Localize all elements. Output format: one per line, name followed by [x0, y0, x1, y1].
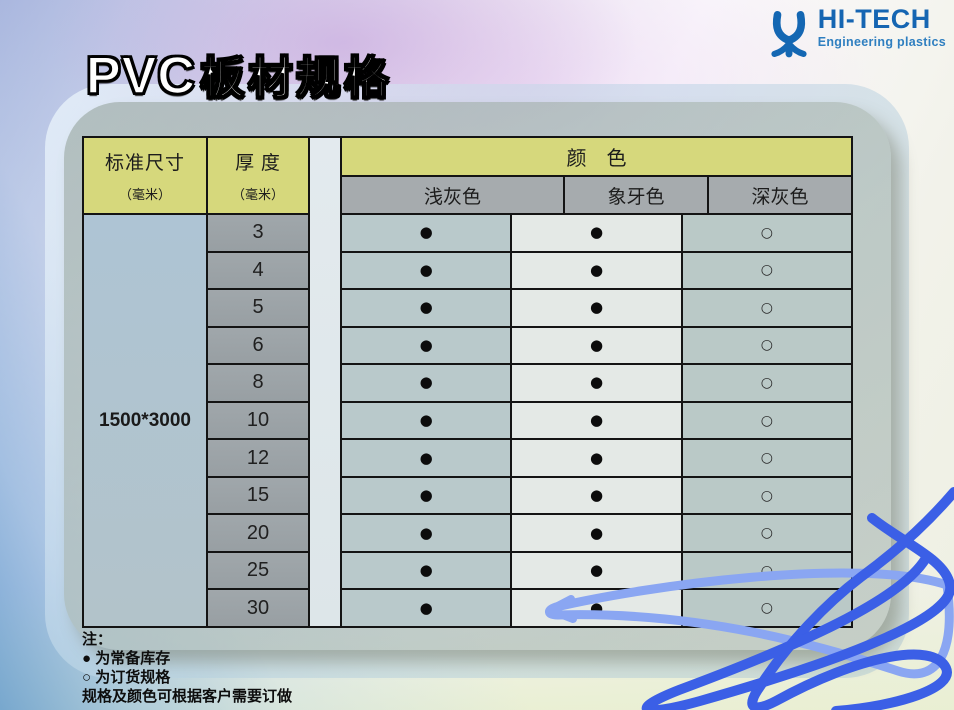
thickness-cell: 10: [208, 402, 308, 441]
table-gap-strip: [310, 138, 342, 626]
color-columns-group: 颜 色 浅灰色 象牙色 深灰色 ● ● ● ● ● ● ● ● ● ● ● ● …: [342, 138, 851, 627]
order-mark: ○: [760, 487, 773, 504]
note-line: ○ 为订货规格: [82, 669, 171, 686]
stock-mark: ●: [419, 561, 433, 580]
header-thickness-label: 厚 度: [235, 153, 281, 174]
stock-mark: ●: [419, 486, 433, 505]
stock-mark: ●: [419, 223, 433, 242]
order-mark: ○: [760, 562, 773, 579]
header-ivory: 象牙色: [565, 177, 709, 213]
thickness-cell: 8: [208, 365, 308, 403]
color-data-body: ● ● ● ● ● ● ● ● ● ● ● ● ● ● ● ● ● ● ●: [342, 215, 851, 627]
color-subheader-row: 浅灰色 象牙色 深灰色: [342, 177, 851, 215]
stock-mark: ●: [589, 561, 604, 580]
stock-mark: ●: [589, 335, 604, 354]
column-thickness: 厚 度 （毫米） 3 4 5 6 8 10 12 15 20 25 30: [208, 138, 310, 627]
stock-mark: ●: [589, 523, 604, 542]
note-line: 规格及颜色可根据客户需要订做: [82, 688, 293, 705]
order-mark: ○: [760, 337, 773, 354]
order-mark: ○: [760, 374, 773, 391]
header-standard-size-unit: （毫米）: [118, 187, 171, 202]
thickness-cell: 6: [208, 327, 308, 366]
page-title: PVC 板材规格: [85, 42, 393, 106]
stock-mark: ●: [589, 448, 604, 467]
header-thickness: 厚 度 （毫米）: [208, 138, 308, 215]
stock-mark: ●: [589, 260, 604, 279]
header-light-gray: 浅灰色: [342, 177, 565, 213]
order-mark: ○: [760, 262, 773, 279]
column-standard-size: 标准尺寸 （毫米） 1500*3000: [84, 138, 208, 626]
hitech-logo: HI-TECH Engineering plastics: [766, 6, 946, 58]
header-standard-size: 标准尺寸 （毫米）: [84, 138, 206, 215]
stock-mark: ●: [419, 335, 433, 354]
footnotes: 注： ● 为常备库存 ○ 为订货规格 规格及颜色可根据客户需要订做: [82, 630, 292, 706]
order-mark: ○: [760, 600, 773, 617]
stock-mark: ●: [589, 373, 604, 392]
thickness-cells: 3 4 5 6 8 10 12 15 20 25 30: [208, 215, 308, 627]
title-latin: PVC: [85, 46, 196, 106]
stock-mark: ●: [419, 448, 433, 467]
stock-mark: ●: [419, 298, 433, 317]
thickness-cell: 5: [208, 290, 308, 328]
thickness-cell: 3: [208, 215, 308, 253]
spec-table: 标准尺寸 （毫米） 1500*3000 厚 度 （毫米） 3 4 5 6 8 1…: [82, 136, 853, 628]
stock-mark: ●: [419, 598, 433, 617]
note-line: ● 为常备库存: [82, 650, 171, 667]
logo-name: HI-TECH: [817, 4, 931, 34]
stock-mark: ●: [419, 523, 433, 542]
stock-mark: ●: [589, 411, 604, 429]
header-dark-gray: 深灰色: [709, 177, 851, 213]
stock-mark: ●: [589, 486, 604, 505]
header-standard-size-label: 标准尺寸: [104, 153, 185, 174]
stock-mark: ●: [419, 373, 433, 392]
stock-mark: ●: [589, 598, 604, 617]
thickness-cell: 25: [208, 552, 308, 591]
stock-mark: ●: [589, 223, 604, 242]
note-line: 注：: [82, 631, 113, 648]
hitech-mark-icon: [771, 11, 807, 58]
stock-mark: ●: [419, 260, 433, 279]
order-mark: ○: [760, 224, 773, 241]
logo-text: HI-TECH Engineering plastics: [818, 6, 946, 49]
title-cjk: 板材规格: [200, 53, 393, 104]
thickness-cell: 20: [208, 515, 308, 553]
ivory-cells: ● ● ● ● ● ● ● ● ● ● ●: [512, 215, 683, 627]
dark-gray-cells: ○ ○ ○ ○ ○ ○ ○ ○ ○ ○ ○: [682, 215, 851, 627]
order-mark: ○: [760, 450, 773, 467]
header-thickness-unit: （毫米）: [231, 187, 284, 202]
header-color-group: 颜 色: [342, 138, 851, 177]
thickness-cell: 15: [208, 477, 308, 516]
stock-mark: ●: [589, 298, 604, 317]
thickness-cell: 12: [208, 440, 308, 478]
logo-tagline: Engineering plastics: [817, 35, 946, 49]
order-mark: ○: [760, 299, 773, 316]
light-gray-cells: ● ● ● ● ● ● ● ● ● ● ●: [342, 215, 513, 627]
thickness-cell: 30: [208, 590, 308, 627]
standard-size-value-cell: 1500*3000: [84, 215, 206, 626]
stock-mark: ●: [419, 411, 433, 429]
order-mark: ○: [760, 525, 773, 542]
order-mark: ○: [760, 412, 773, 429]
thickness-cell: 4: [208, 252, 308, 291]
